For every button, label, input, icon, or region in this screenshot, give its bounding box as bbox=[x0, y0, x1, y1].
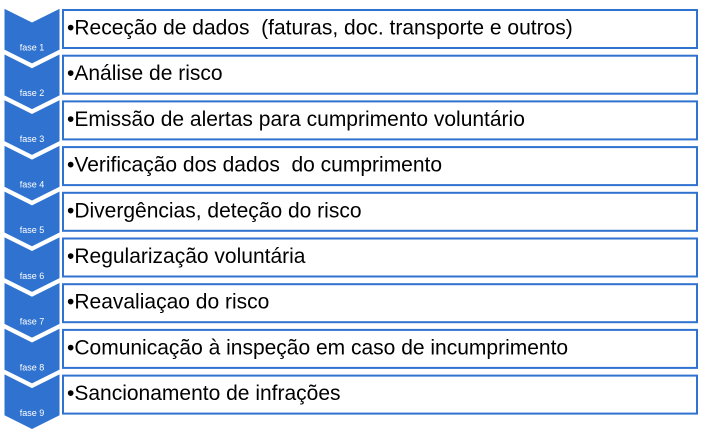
chevron bbox=[3, 327, 61, 385]
step-box bbox=[62, 237, 698, 278]
phase-label: fase 6 bbox=[20, 271, 45, 281]
chevron bbox=[3, 189, 61, 248]
chevron bbox=[3, 144, 61, 202]
phase-label: fase 5 bbox=[20, 225, 45, 235]
step-box bbox=[62, 191, 698, 232]
chevron bbox=[3, 281, 61, 339]
step-text: •Análise de risco bbox=[67, 62, 223, 85]
chevron bbox=[3, 52, 61, 111]
chevron bbox=[3, 98, 61, 156]
step-box bbox=[62, 9, 698, 49]
step-box bbox=[62, 146, 698, 187]
step-box bbox=[62, 54, 698, 95]
step-text: •Divergências, deteção do risco bbox=[67, 199, 362, 222]
step-box bbox=[62, 100, 698, 141]
step-text: •Sancionamento de infrações bbox=[67, 382, 341, 405]
step-text: •Verificação dos dados do cumprimento bbox=[67, 154, 442, 177]
phase-label: fase 2 bbox=[20, 88, 45, 98]
step-text: •Reavaliaçao do risco bbox=[67, 291, 269, 314]
step-text: •Comunicação à inspeção em caso de incum… bbox=[67, 336, 568, 359]
step-box bbox=[62, 374, 698, 415]
step-text: •Emissão de alertas para cumprimento vol… bbox=[67, 108, 525, 131]
phase-label: fase 4 bbox=[20, 179, 45, 189]
phase-label: fase 7 bbox=[20, 317, 45, 327]
chevron bbox=[3, 235, 61, 294]
step-box bbox=[62, 283, 698, 324]
phase-label: fase 8 bbox=[20, 362, 45, 372]
chevron bbox=[3, 7, 61, 65]
phase-label: fase 9 bbox=[20, 408, 45, 418]
chevron bbox=[3, 372, 61, 431]
step-box bbox=[62, 328, 698, 369]
step-text: •Regularização voluntária bbox=[67, 245, 306, 268]
step-text: •Receção de dados (faturas, doc. transpo… bbox=[67, 17, 573, 40]
phase-label: fase 1 bbox=[20, 42, 45, 52]
phase-label: fase 3 bbox=[20, 134, 45, 144]
